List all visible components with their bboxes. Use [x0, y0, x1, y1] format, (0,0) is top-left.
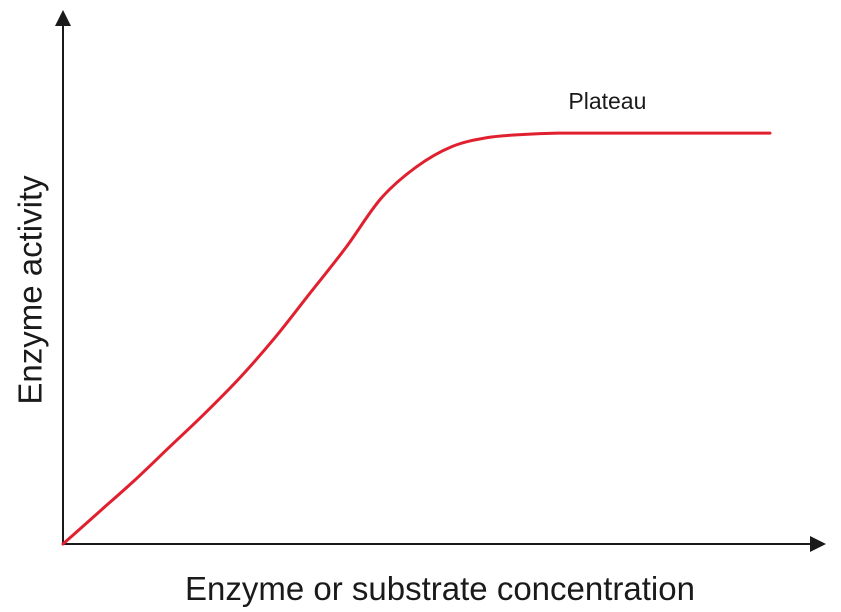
series-line-0 — [61, 131, 772, 546]
annotation-layer: Plateau — [568, 88, 646, 114]
y-axis-arrow-icon — [55, 10, 71, 26]
y-axis-label: Enzyme activity — [12, 175, 49, 405]
x-axis-arrow-icon — [810, 536, 826, 552]
x-axis-label: Enzyme or substrate concentration — [185, 570, 695, 607]
annotation-0: Plateau — [568, 88, 646, 114]
series-layer — [61, 131, 772, 546]
axes — [55, 10, 826, 552]
